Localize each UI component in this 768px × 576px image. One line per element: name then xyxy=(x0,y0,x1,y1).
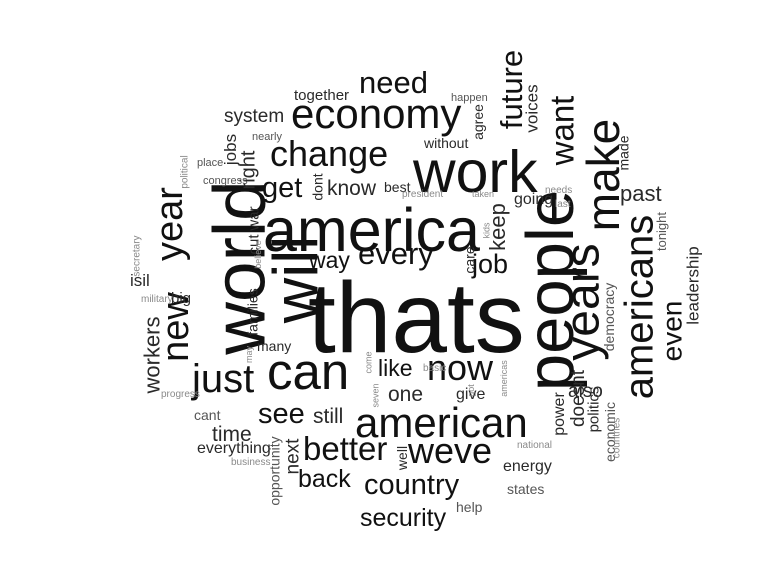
word-power: power xyxy=(550,392,568,436)
word-come: come xyxy=(363,350,374,374)
word-americans: americans xyxy=(616,214,661,399)
word-going: going xyxy=(514,191,554,208)
word-tonight: tonight xyxy=(654,211,670,252)
word-may: may xyxy=(244,345,255,364)
word-just: just xyxy=(192,357,255,401)
word-seven: seven xyxy=(370,382,381,408)
word-get: get xyxy=(262,172,303,204)
word-weve: weve xyxy=(408,430,493,471)
word-best: best xyxy=(384,179,411,195)
word-job: job xyxy=(472,249,509,279)
word-place: place xyxy=(197,157,224,169)
word-also: also xyxy=(568,381,603,402)
word-next: next xyxy=(281,438,303,474)
word-many: many xyxy=(257,338,292,354)
word-everything: everything xyxy=(197,440,271,457)
word-countries: countries xyxy=(610,417,622,458)
word-military: military xyxy=(141,294,173,305)
word-states: states xyxy=(507,481,545,497)
word-now: now xyxy=(427,347,494,388)
word-politics: politics xyxy=(584,386,602,432)
word-back: back xyxy=(298,465,351,493)
word-cant: cant xyxy=(194,407,221,423)
word-president: president xyxy=(402,189,444,200)
word-like: like xyxy=(378,355,413,381)
word-opportunity: opportunity xyxy=(266,435,283,506)
word-america: america xyxy=(263,196,480,264)
word-agree: agree xyxy=(469,104,486,140)
word-isil: isil xyxy=(130,271,150,290)
word-past: past xyxy=(620,181,662,206)
word-secretary: secretary xyxy=(131,234,143,277)
word-made: made xyxy=(615,134,632,171)
word-security: security xyxy=(360,504,447,532)
word-thats: thats xyxy=(308,262,525,374)
word-want: want xyxy=(542,95,580,165)
word-give: give xyxy=(456,386,486,403)
word-leadership: leadership xyxy=(683,245,703,325)
word-system: system xyxy=(224,106,285,127)
word-year: year xyxy=(148,187,191,261)
word-change: change xyxy=(270,133,389,174)
word-democracy: democracy xyxy=(601,282,618,352)
word-war: war xyxy=(245,205,263,231)
word-big: big xyxy=(171,290,192,307)
word-congress: congress xyxy=(203,175,248,187)
word-progress: progress xyxy=(161,389,200,400)
word-kids: kids xyxy=(481,221,492,239)
word-national: national xyxy=(517,440,553,451)
word-workers: workers xyxy=(139,315,165,394)
word-basic: basic xyxy=(423,363,447,374)
word-still: still xyxy=(313,405,344,428)
word-every: every xyxy=(358,236,434,271)
word-together: together xyxy=(294,87,350,104)
word-one: one xyxy=(388,383,424,406)
word-see: see xyxy=(258,398,305,430)
word-happen: happen xyxy=(451,92,488,104)
word-got: got xyxy=(465,384,476,397)
word-without: without xyxy=(424,135,469,151)
word-way: way xyxy=(309,247,350,273)
word-political: political xyxy=(179,154,191,189)
word-taken: taken xyxy=(472,189,495,199)
word-energy: energy xyxy=(503,458,552,475)
word-last: last xyxy=(555,199,571,210)
word-care: care xyxy=(461,245,478,274)
word-dont: dont xyxy=(309,172,326,201)
word-families: families xyxy=(244,287,261,336)
word-help: help xyxy=(456,499,483,515)
word-better: better xyxy=(303,430,388,467)
word-jobs: jobs xyxy=(221,133,241,166)
word-can: can xyxy=(267,343,350,400)
word-need: need xyxy=(359,65,428,100)
word-know: know xyxy=(327,177,377,200)
word-americas: americas xyxy=(498,360,509,397)
word-well: well xyxy=(394,445,411,471)
word-nearly: nearly xyxy=(252,131,282,143)
word-work: work xyxy=(413,139,538,205)
word-business: business xyxy=(231,457,271,468)
word-economy: economy xyxy=(291,90,462,137)
word-believe: believe xyxy=(252,240,263,269)
word-needs: needs xyxy=(545,185,573,196)
word-country: country xyxy=(364,469,460,501)
word-time: time xyxy=(212,423,252,446)
word-even: even xyxy=(655,300,687,361)
word-voices: voices xyxy=(522,83,542,133)
word-years: years xyxy=(556,242,610,361)
word-american: american xyxy=(355,399,528,446)
